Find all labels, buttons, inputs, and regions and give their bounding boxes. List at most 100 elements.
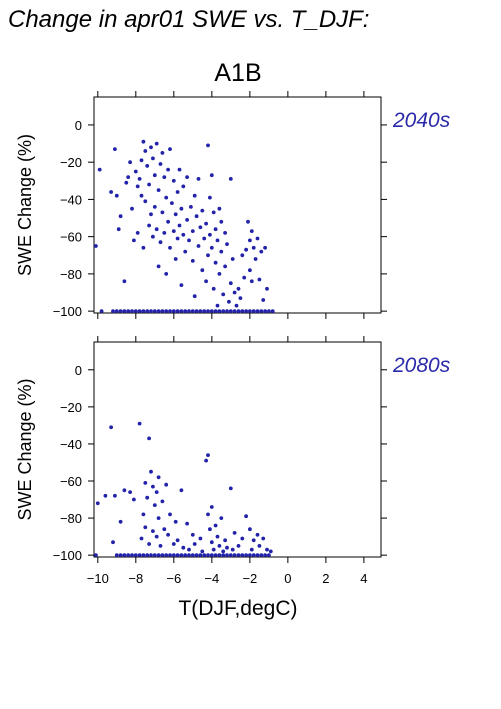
scatter-point xyxy=(185,218,190,222)
scatter-point xyxy=(259,309,264,313)
scatter-point xyxy=(149,212,153,217)
scatter-point xyxy=(248,238,252,243)
scatter-point xyxy=(151,234,155,239)
scatter-point xyxy=(215,238,220,243)
scatter-point xyxy=(232,309,237,313)
scatter-point xyxy=(204,458,209,463)
y-tick-label: −40 xyxy=(60,192,82,207)
scatter-point xyxy=(263,553,267,557)
scatter-point xyxy=(198,536,203,541)
scatter-point xyxy=(240,253,245,258)
scatter-point xyxy=(200,268,205,273)
scatter-point xyxy=(152,309,157,313)
scatter-point xyxy=(181,232,186,237)
scatter-point xyxy=(270,309,275,313)
scatter-point xyxy=(152,205,157,209)
y-tick-label: −40 xyxy=(60,437,82,452)
scatter-point xyxy=(164,309,169,313)
scatter-point xyxy=(179,553,184,557)
scatter-point xyxy=(171,542,176,546)
scatter-point xyxy=(126,553,131,557)
scatter-point xyxy=(187,547,191,552)
plot-frame xyxy=(93,341,382,558)
scatter-point xyxy=(206,143,210,148)
scatter-point xyxy=(232,290,237,295)
scatter-point xyxy=(206,253,210,258)
scatter-point xyxy=(185,521,190,526)
scatter-point xyxy=(152,553,157,557)
scatter-point xyxy=(263,245,267,250)
scatter-point xyxy=(147,223,152,228)
scatter-point xyxy=(156,553,161,557)
scatter-point xyxy=(122,279,127,284)
scatter-point xyxy=(179,309,184,313)
scatter-point xyxy=(213,553,218,557)
scatter-point xyxy=(236,309,241,313)
scatter-point xyxy=(132,238,136,243)
scatter-point xyxy=(99,309,104,313)
scatter-point xyxy=(162,527,167,532)
scatter-point xyxy=(244,247,249,252)
scatter-point xyxy=(255,236,260,241)
scatter-point xyxy=(154,141,159,146)
scatter-point xyxy=(118,519,123,524)
scatter-point xyxy=(179,488,184,493)
scatter-point xyxy=(116,227,121,232)
scatter-point xyxy=(109,190,113,194)
scatter-point xyxy=(187,238,191,243)
scatter-point xyxy=(206,453,210,457)
scatter-point xyxy=(251,245,256,250)
scatter-point xyxy=(251,538,256,543)
scatter-point xyxy=(209,540,214,545)
scatter-point xyxy=(217,206,222,211)
scatter-point xyxy=(196,244,201,248)
plot-frame xyxy=(93,96,382,314)
scatter-point xyxy=(103,493,108,498)
scatter-point xyxy=(135,184,140,189)
scatter-point xyxy=(111,309,115,313)
scatter-point xyxy=(141,512,146,517)
scatter-point xyxy=(232,553,237,557)
y-tick-label: −100 xyxy=(53,304,82,319)
scatter-point xyxy=(151,156,155,161)
scatter-point xyxy=(261,298,266,302)
scatter-point xyxy=(209,505,214,509)
chart-title: Change in apr01 SWE vs. T_DJF: xyxy=(8,6,369,33)
scatter-point xyxy=(221,549,226,554)
scatter-point xyxy=(94,244,98,248)
scatter-point xyxy=(97,167,102,172)
scatter-point xyxy=(187,309,191,313)
scatter-point xyxy=(249,279,254,284)
scatter-point xyxy=(183,553,188,557)
scatter-point xyxy=(168,512,172,517)
scatter-point xyxy=(109,425,113,430)
scatter-point xyxy=(225,309,229,313)
scatter-point xyxy=(152,503,157,507)
scatter-point xyxy=(213,523,218,528)
scatter-point xyxy=(179,283,184,287)
scatter-point xyxy=(156,475,161,480)
scatter-point xyxy=(137,553,142,557)
scatter-point xyxy=(141,139,146,144)
period-label: 2040s xyxy=(392,109,451,132)
scatter-point xyxy=(149,309,153,313)
x-axis-label: T(DJF,degC) xyxy=(178,597,297,620)
scatter-point xyxy=(190,532,195,537)
scatter-point xyxy=(190,259,195,263)
scatter-point xyxy=(160,309,165,313)
scatter-point xyxy=(240,536,245,541)
scatter-point xyxy=(133,553,138,557)
scatter-point xyxy=(244,553,249,557)
scatter-point xyxy=(183,309,188,313)
scatter-point xyxy=(122,553,127,557)
scatter-point xyxy=(202,309,207,313)
scatter-point xyxy=(152,173,157,178)
scatter-point xyxy=(168,553,172,557)
scatter-point xyxy=(166,532,171,537)
scatter-point xyxy=(130,553,134,557)
scatter-point xyxy=(200,208,205,213)
scatter-point xyxy=(208,232,212,237)
scatter-point xyxy=(244,309,249,313)
scatter-point xyxy=(160,553,165,557)
scatter-point xyxy=(175,553,180,557)
